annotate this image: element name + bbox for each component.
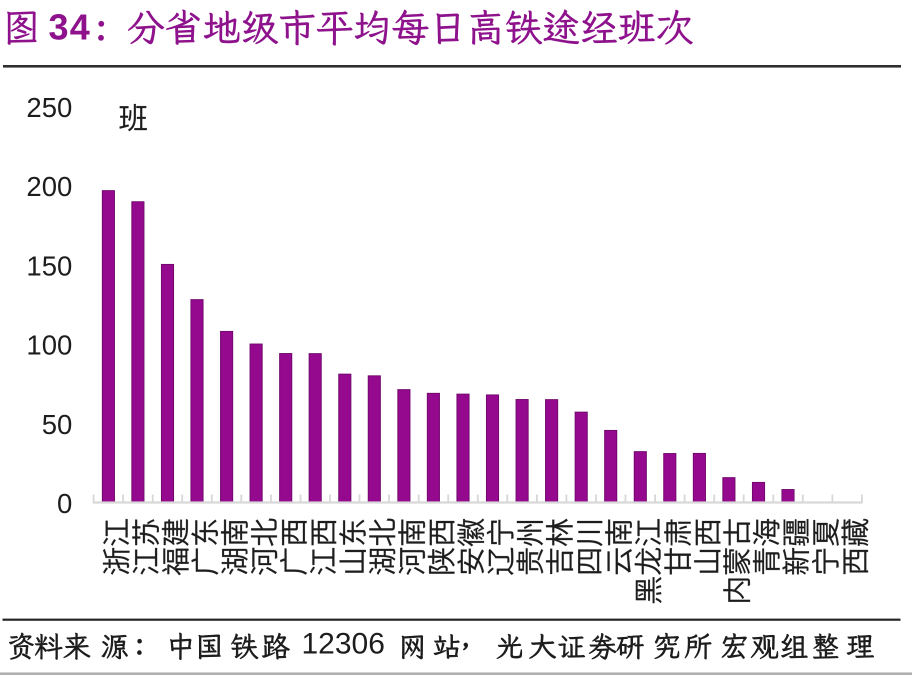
svg-text:12306: 12306 bbox=[302, 628, 385, 661]
svg-text:150: 150 bbox=[26, 250, 72, 281]
svg-text:34: 34 bbox=[49, 7, 91, 48]
svg-text:250: 250 bbox=[26, 92, 72, 123]
svg-text:0: 0 bbox=[57, 488, 72, 519]
svg-text:50: 50 bbox=[42, 409, 73, 440]
svg-text:200: 200 bbox=[26, 171, 72, 202]
svg-text:100: 100 bbox=[26, 330, 72, 361]
